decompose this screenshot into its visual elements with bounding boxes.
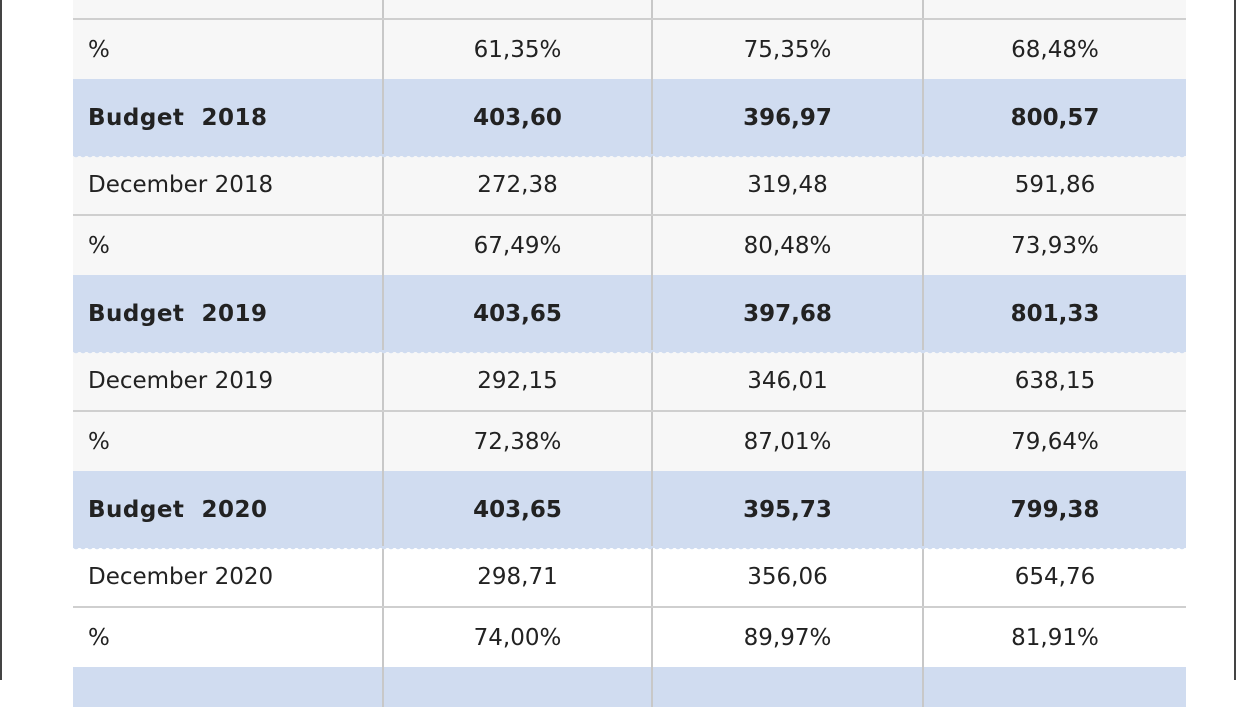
cell-value: 801,33 (1010, 300, 1100, 327)
cell-value: 234,69 (384, 0, 653, 18)
cell-value: 403,65 (384, 275, 653, 352)
cell-value: 68,48% (1011, 36, 1099, 63)
cell-value: 72,38% (384, 412, 653, 471)
table-row-budget: Budget 2019 403,65 397,68 801,33 (73, 275, 1186, 356)
row-label: December 2020 (73, 548, 384, 606)
table-row: December 2020 298,71 356,06 654,76 (73, 548, 1186, 608)
cell-value: 67,49% (384, 216, 653, 275)
table-row: December 2017 234,69 299,10 533,99 (73, 0, 1186, 20)
cell-value: 292,15 (384, 352, 653, 410)
cell-value: 403,60 (384, 79, 653, 156)
cell-value: 397,68 (653, 275, 924, 352)
table-row-budget (73, 667, 1186, 707)
table-row-budget: Budget 2018 403,60 396,97 800,57 (73, 79, 1186, 160)
cell-value: 319,48 (653, 156, 924, 214)
row-label: % (73, 20, 384, 79)
cell-value: 89,97% (653, 608, 924, 667)
table-row: % 72,38% 87,01% 79,64% (73, 412, 1186, 471)
cell-value: 79,64% (1011, 428, 1099, 455)
cell-value: 61,35% (384, 20, 653, 79)
row-label: Budget 2019 (73, 275, 384, 352)
cell-value: 356,06 (653, 548, 924, 606)
cell-value: 799,38 (1010, 496, 1100, 523)
cell-value: 638,15 (1014, 368, 1096, 394)
row-label: December 2018 (73, 156, 384, 214)
cell-value: 396,97 (653, 79, 924, 156)
row-label (73, 667, 384, 707)
cell-value: 403,65 (384, 471, 653, 548)
cell-value (653, 667, 924, 707)
table-row: December 2018 272,38 319,48 591,86 (73, 156, 1186, 216)
table-row: % 74,00% 89,97% 81,91% (73, 608, 1186, 667)
table-row-budget: Budget 2020 403,65 395,73 799,38 (73, 471, 1186, 552)
cell-value: 591,86 (1014, 172, 1096, 198)
cell-value: 299,10 (653, 0, 924, 18)
cell-value: 80,48% (653, 216, 924, 275)
page-frame (0, 0, 1236, 680)
table-row: % 61,35% 75,35% 68,48% (73, 20, 1186, 79)
row-label: % (73, 412, 384, 471)
budget-table: December 2017 234,69 299,10 533,99 % 61,… (73, 0, 1186, 707)
cell-value: 346,01 (653, 352, 924, 410)
cell-value: 81,91% (1011, 624, 1099, 651)
cell-value: 298,71 (384, 548, 653, 606)
cell-value: 272,38 (384, 156, 653, 214)
row-label: % (73, 216, 384, 275)
cell-value: 87,01% (653, 412, 924, 471)
row-label: Budget 2020 (73, 471, 384, 548)
cell-value (924, 667, 1186, 707)
table-row: % 67,49% 80,48% 73,93% (73, 216, 1186, 275)
cell-value: 73,93% (1011, 232, 1099, 259)
cell-value: 74,00% (384, 608, 653, 667)
row-label: December 2017 (73, 0, 384, 18)
row-label: % (73, 608, 384, 667)
cell-value: 75,35% (653, 20, 924, 79)
cell-value (384, 667, 653, 707)
table-row: December 2019 292,15 346,01 638,15 (73, 352, 1186, 412)
row-label: Budget 2018 (73, 79, 384, 156)
cell-value: 533,99 (924, 0, 1186, 18)
row-label: December 2019 (73, 352, 384, 410)
cell-value: 654,76 (1014, 564, 1096, 590)
cell-value: 800,57 (1010, 104, 1100, 131)
cell-value: 395,73 (653, 471, 924, 548)
